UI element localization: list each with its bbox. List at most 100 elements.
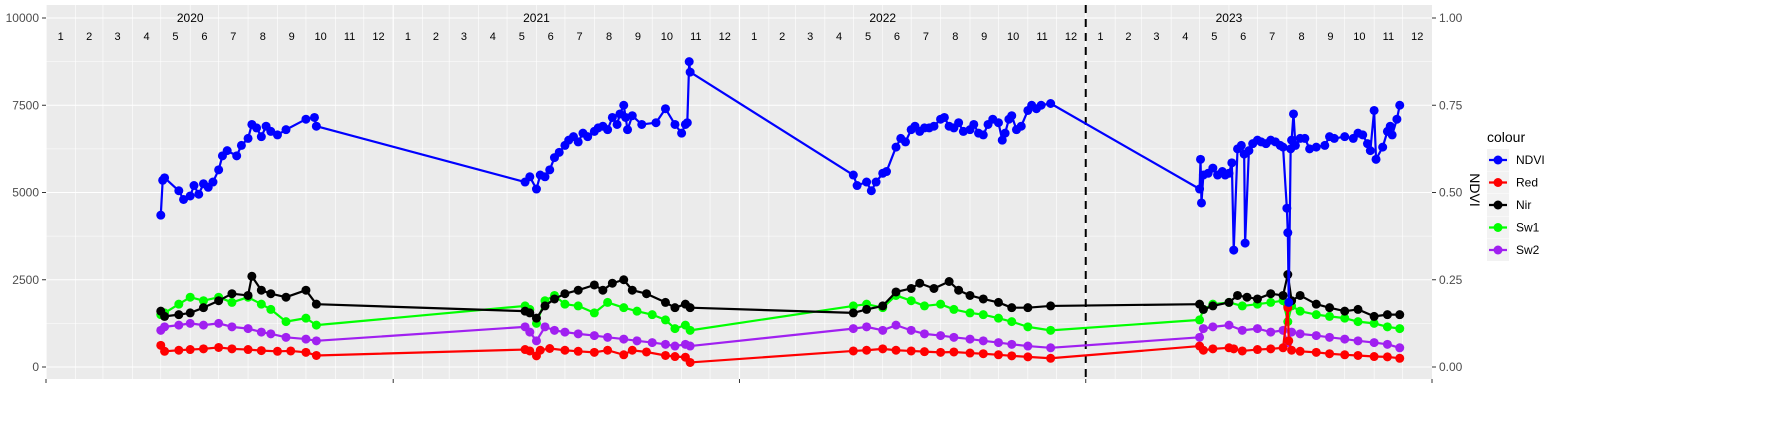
sw2-point — [1237, 325, 1247, 335]
month-label: 1 — [58, 31, 64, 43]
sw1-point — [965, 308, 975, 318]
nir-point — [1340, 306, 1350, 316]
red-point — [978, 349, 988, 359]
red-point — [301, 347, 311, 357]
red-point — [525, 346, 535, 356]
ndvi-point — [281, 125, 291, 135]
sw1-point — [978, 310, 988, 320]
ndvi-point — [866, 186, 876, 196]
year-label: 2022 — [869, 11, 896, 25]
ndvi-point — [660, 104, 670, 114]
sw1-point — [185, 292, 195, 302]
sw2-point — [878, 325, 888, 335]
sw2-point — [266, 329, 276, 339]
sw1-point — [560, 299, 570, 309]
red-point — [1325, 349, 1335, 359]
nir-point — [978, 294, 988, 304]
sw1-point — [266, 304, 276, 314]
y-tick-label: 0 — [32, 360, 39, 374]
y-tick-label: 5000 — [12, 186, 39, 200]
red-point — [1278, 343, 1288, 353]
sw2-point — [1382, 339, 1392, 349]
nir-point — [1278, 290, 1288, 300]
red-point — [627, 345, 637, 355]
month-label: 6 — [201, 31, 207, 43]
sw1-point — [198, 296, 208, 306]
red-point — [1369, 352, 1379, 362]
nir-point — [1233, 290, 1243, 300]
nir-point — [642, 289, 652, 299]
sw1-point — [1007, 317, 1017, 327]
nir-point — [311, 299, 321, 309]
ndvi-point — [882, 167, 892, 177]
red-point — [1395, 353, 1405, 363]
month-label: 10 — [1007, 31, 1019, 43]
ndvi-point — [1244, 146, 1254, 156]
ndvi-point — [1016, 121, 1026, 131]
month-label: 8 — [606, 31, 612, 43]
year-label: 2023 — [1216, 11, 1243, 25]
ndvi-point — [939, 112, 949, 122]
sw2-point — [965, 334, 975, 344]
sw1-point — [685, 325, 695, 335]
sw1-point — [174, 299, 184, 309]
ndvi-point — [1208, 163, 1218, 173]
month-label: 11 — [1383, 31, 1394, 43]
sw2-point — [993, 338, 1003, 348]
ndvi-point — [156, 210, 166, 220]
nir-point — [160, 311, 170, 321]
ndvi-point — [627, 111, 637, 121]
red-point — [1284, 336, 1294, 346]
month-label: 7 — [1269, 31, 1275, 43]
red-point — [660, 350, 670, 360]
y-axis-right: 0.00 0.25 0.50 0.75 1.00 — [1432, 11, 1463, 374]
ndvi-point — [1378, 142, 1388, 152]
month-label: 4 — [490, 31, 496, 43]
red-point — [1229, 344, 1239, 354]
ndvi-point — [891, 142, 901, 152]
sw2-point — [214, 318, 224, 328]
nir-point — [954, 285, 964, 295]
month-label: 6 — [548, 31, 554, 43]
sw2-point — [256, 327, 266, 337]
sw2-point — [281, 332, 291, 342]
sw1-point — [619, 303, 629, 313]
sw2-point — [525, 327, 535, 337]
nir-point — [607, 278, 617, 288]
ndvi-point — [1358, 130, 1368, 140]
nir-point — [174, 310, 184, 320]
sw1-point — [993, 313, 1003, 323]
nir-point — [1208, 301, 1218, 311]
nir-point — [1311, 299, 1321, 309]
sw2-point — [1395, 343, 1405, 353]
sw2-point — [174, 320, 184, 330]
nir-point — [243, 290, 253, 300]
ndvi-point — [179, 194, 189, 204]
sw1-point — [281, 317, 291, 327]
ndvi-point — [619, 100, 629, 110]
red-point — [1023, 352, 1033, 362]
sw1-point — [647, 310, 657, 320]
month-label: 12 — [372, 31, 384, 43]
legend-key-point — [1493, 155, 1503, 165]
ndvi-point — [545, 165, 555, 175]
month-label: 3 — [1153, 31, 1159, 43]
month-label: 11 — [344, 31, 355, 43]
sw1-point — [949, 304, 959, 314]
sw1-point — [1195, 315, 1205, 325]
ndvi-point — [1007, 111, 1017, 121]
sw1-point — [1266, 297, 1276, 307]
sw2-point — [311, 336, 321, 346]
ndvi-point — [1282, 203, 1292, 213]
sw1-point — [660, 315, 670, 325]
nir-point — [929, 283, 939, 293]
legend-key-point — [1493, 223, 1503, 232]
ndvi-point — [1395, 100, 1405, 110]
ndvi-point — [1387, 130, 1397, 140]
sw1-point — [1311, 310, 1321, 320]
ndvi-point — [684, 57, 694, 67]
ndvi-point — [1278, 142, 1288, 152]
month-label: 2 — [86, 31, 92, 43]
ndvi-point — [266, 126, 276, 136]
nir-point — [531, 313, 541, 323]
